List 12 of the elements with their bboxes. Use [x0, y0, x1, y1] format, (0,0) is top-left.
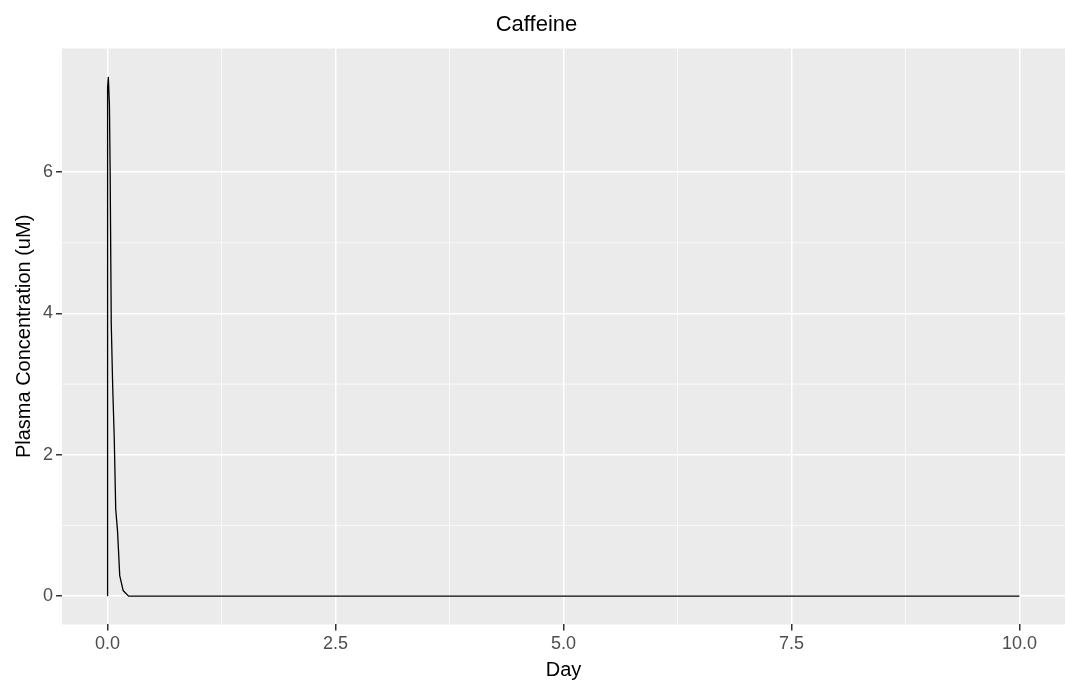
x-tick-label: 5.0: [550, 633, 577, 654]
y-axis-title: Plasma Concentration (uM): [11, 214, 34, 459]
y-tick-label: 2: [43, 443, 54, 464]
x-tick-label: 7.5: [778, 633, 804, 654]
y-tick-label: 0: [43, 585, 54, 606]
x-tick-label: 10.0: [1001, 633, 1037, 654]
chart-title: Caffeine: [495, 11, 578, 37]
y-tick-label: 4: [43, 302, 54, 323]
y-tick-label: 6: [43, 161, 54, 182]
x-axis-title: Day: [545, 657, 582, 680]
x-tick-label: 0.0: [95, 633, 121, 654]
x-tick-label: 2.5: [323, 633, 349, 654]
